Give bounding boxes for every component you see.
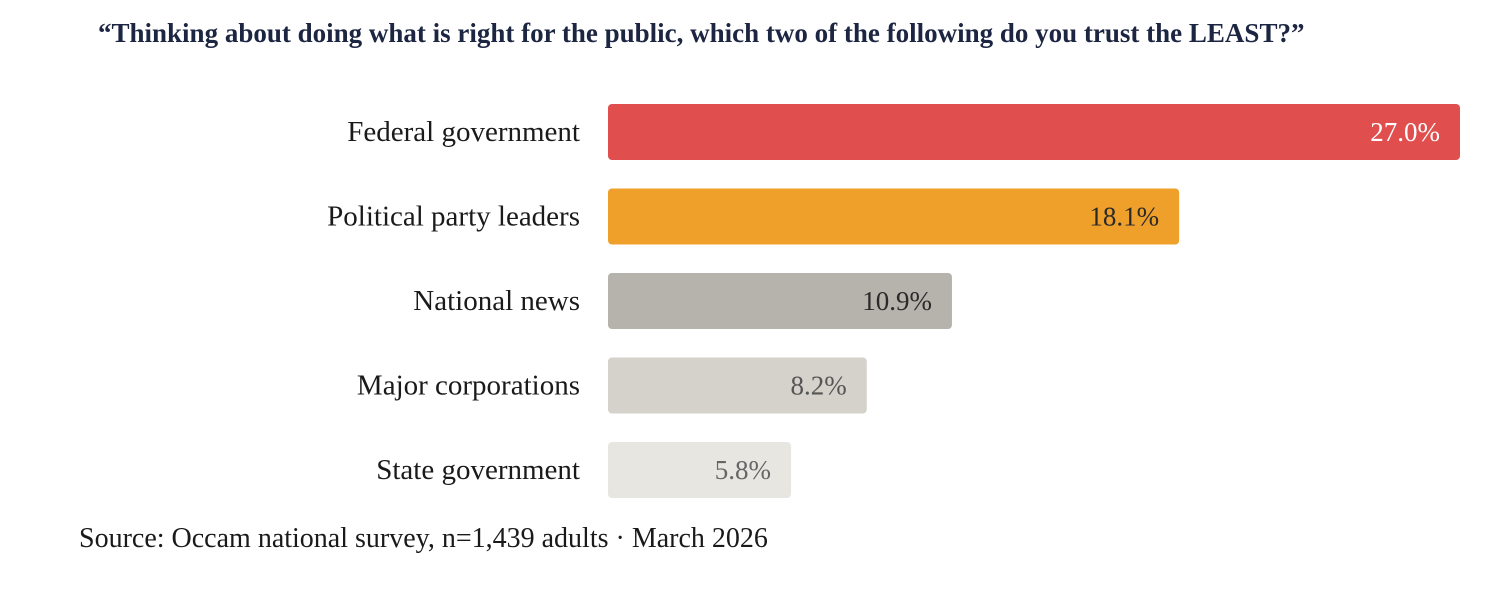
- source-note: Source: Occam national survey, n=1,439 a…: [79, 523, 768, 554]
- bar-major-corporations: [608, 357, 867, 414]
- value-label-national-news: 10.9%: [862, 286, 932, 316]
- value-label-federal-government: 27.0%: [1370, 117, 1440, 147]
- bar-political-party-leaders: [608, 188, 1180, 245]
- category-label-federal-government: Federal government: [347, 116, 580, 148]
- category-label-political-party-leaders: Political party leaders: [327, 201, 580, 233]
- category-label-major-corporations: Major corporations: [357, 370, 580, 402]
- bar-state-government: [608, 442, 792, 498]
- value-label-state-government: 5.8%: [715, 455, 771, 485]
- category-label-state-government: State government: [376, 454, 580, 486]
- category-label-national-news: National news: [413, 285, 580, 317]
- value-label-political-party-leaders: 18.1%: [1089, 202, 1159, 232]
- bar-national-news: [608, 273, 952, 329]
- chart-title: “Thinking about doing what is right for …: [98, 18, 1305, 48]
- bar-federal-government: [608, 104, 1460, 160]
- value-label-major-corporations: 8.2%: [791, 371, 847, 401]
